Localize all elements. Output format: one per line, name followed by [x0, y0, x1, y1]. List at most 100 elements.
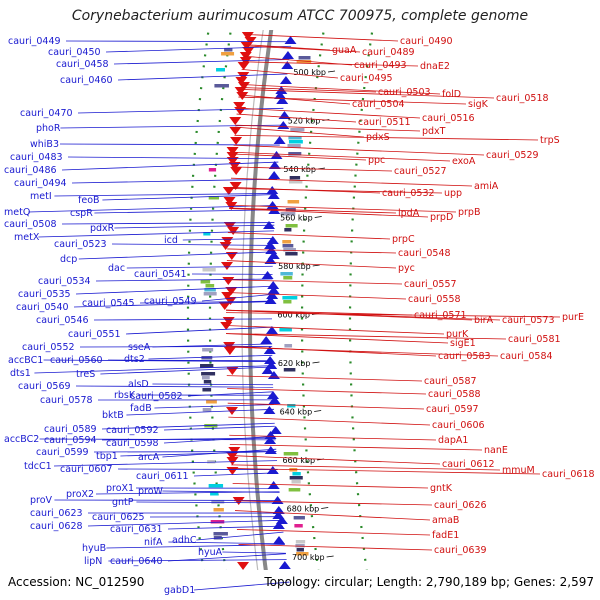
label-connector	[117, 73, 288, 81]
tick-mark	[314, 410, 322, 412]
label-connector	[226, 292, 407, 300]
label-connector	[226, 333, 449, 344]
gene-label: purE	[562, 312, 584, 323]
gene-arrow-reverse	[220, 322, 233, 330]
gene-label: cauri_0598	[106, 438, 159, 449]
gene-arrow-forward	[260, 336, 273, 344]
feature-block	[283, 300, 292, 304]
tick-label: 600 kbp	[277, 311, 310, 320]
feature-block	[208, 168, 217, 172]
label-connector	[229, 204, 457, 213]
gene-arrow-forward	[281, 61, 294, 69]
gene-label: prpC	[392, 234, 415, 245]
gene-arrow-reverse	[237, 82, 250, 90]
tick-mark	[326, 555, 334, 558]
gene-arrow-reverse	[230, 137, 243, 145]
label-connector	[75, 285, 273, 295]
gene-arrow-forward	[272, 506, 285, 514]
label-connector	[93, 318, 273, 321]
label-connector	[113, 59, 290, 65]
gene-label: cauri_0504	[352, 99, 405, 110]
grid-ring	[186, 30, 210, 570]
label-connector	[228, 416, 431, 426]
label-connector	[232, 151, 451, 162]
grid-ring	[300, 30, 325, 570]
gene-arrow-forward	[266, 201, 279, 209]
gene-label: exoA	[452, 156, 476, 167]
feature-block	[283, 276, 293, 280]
tick-label: 540 kbp	[283, 165, 316, 174]
label-connector	[61, 161, 279, 171]
label-connector	[229, 207, 397, 214]
gene-label: feoB	[78, 195, 100, 206]
tick-mark	[312, 264, 320, 267]
gene-label: gabD1	[164, 585, 195, 596]
gene-label: proW	[138, 486, 164, 497]
gene-arrow-reverse	[224, 297, 237, 305]
feature-block	[296, 552, 309, 556]
feature-block	[208, 196, 220, 200]
gene-arrow-reverse	[244, 37, 257, 45]
gene-label: cauri_0560	[50, 355, 103, 366]
label-connector	[236, 113, 357, 123]
tick-label: 560 kbp	[280, 214, 313, 223]
feature-block	[221, 52, 235, 56]
label-connector	[226, 375, 423, 382]
gene-label: cauri_0578	[40, 395, 93, 406]
gene-label: sigE1	[450, 338, 476, 349]
feature-block	[202, 268, 216, 272]
feature-block	[201, 356, 213, 360]
label-connector	[75, 385, 274, 388]
label-connector	[163, 435, 276, 444]
gene-arrow-forward	[275, 86, 288, 94]
gene-arrow-forward	[263, 406, 276, 414]
gene-label: cauri_0606	[432, 420, 485, 431]
label-connector	[238, 96, 467, 105]
gene-arrow-forward	[272, 536, 285, 544]
gene-arrow-forward	[266, 291, 279, 299]
gene-label: cauri_0495	[340, 73, 393, 84]
label-connector	[231, 166, 393, 172]
gene-label: dac	[108, 263, 125, 274]
feature-block	[202, 348, 214, 352]
label-connector	[227, 232, 391, 240]
label-connector	[67, 156, 279, 160]
gene-label: cauri_0489	[362, 47, 415, 58]
feature-block	[216, 588, 230, 592]
gene-label: dts2	[124, 354, 145, 365]
label-connector	[239, 84, 441, 95]
label-connector	[59, 143, 280, 146]
feature-block	[200, 364, 214, 368]
gene-arrow-forward	[284, 36, 297, 44]
gene-arrow-reverse	[236, 92, 249, 100]
gene-arrow-reverse	[225, 252, 238, 260]
feature-block	[213, 508, 224, 512]
backbone-arc	[248, 30, 274, 570]
label-connector	[226, 346, 499, 357]
label-connector	[65, 40, 292, 43]
gene-label: cauri_0535	[18, 289, 71, 300]
gene-arrow-forward	[265, 326, 278, 334]
gene-arrow-reverse	[229, 117, 242, 125]
gene-arrow-reverse	[220, 262, 233, 270]
feature-block	[280, 212, 296, 216]
feature-block	[288, 140, 303, 144]
gene-label: cauri_0607	[60, 464, 113, 475]
feature-block	[294, 524, 303, 528]
gene-arrow-reverse	[233, 102, 246, 110]
gene-label: icd	[164, 235, 178, 246]
feature-block	[210, 492, 219, 496]
feature-block	[279, 328, 292, 332]
gene-label: cauri_0588	[428, 389, 481, 400]
gene-arrow-forward	[274, 91, 287, 99]
gene-label: hyuA	[198, 547, 223, 558]
label-connector	[229, 444, 483, 451]
gene-label: cauri_0584	[500, 351, 553, 362]
label-lines	[28, 34, 561, 591]
label-connector	[108, 559, 287, 562]
label-connector	[234, 500, 433, 506]
label-connector	[162, 448, 277, 458]
feature-block	[293, 516, 305, 520]
gene-arrow-forward	[261, 271, 274, 279]
gene-label: cauri_0587	[424, 376, 477, 387]
